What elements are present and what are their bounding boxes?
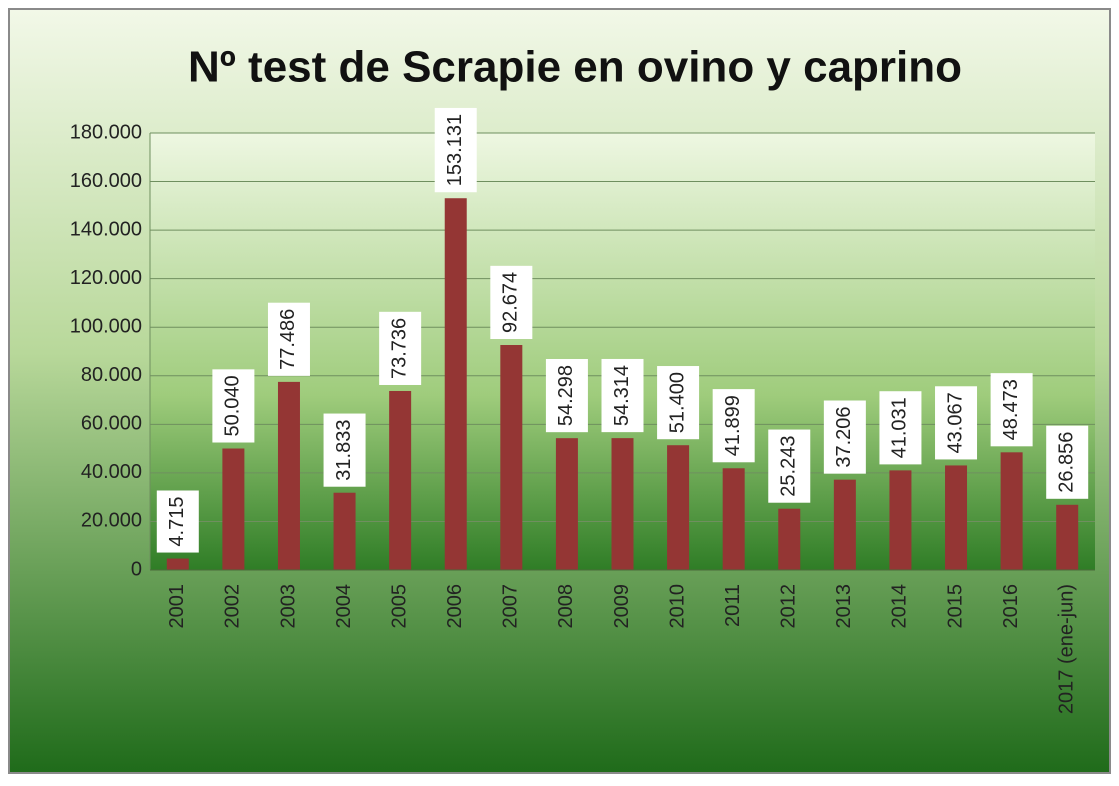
x-tick-label: 2007 xyxy=(500,584,522,629)
x-tick-label: 2015 xyxy=(944,584,966,629)
y-tick-label: 0 xyxy=(131,558,142,580)
bar xyxy=(945,465,968,570)
bar xyxy=(333,492,356,570)
x-tick-label: 2009 xyxy=(611,584,633,629)
value-label: 48.473 xyxy=(1000,379,1022,440)
chart-title: Nº test de Scrapie en ovino y caprino xyxy=(188,43,962,92)
y-tick-label: 100.000 xyxy=(70,316,142,338)
x-tick-label: 2010 xyxy=(666,584,688,629)
value-label: 31.833 xyxy=(333,420,355,481)
x-tick-label: 2008 xyxy=(555,584,577,629)
y-tick-label: 160.000 xyxy=(70,170,142,192)
x-tick-label: 2012 xyxy=(778,584,800,629)
y-tick-label: 120.000 xyxy=(70,267,142,289)
x-tick-label: 2017 (ene-jun) xyxy=(1055,584,1077,714)
y-tick-label: 140.000 xyxy=(70,218,142,240)
value-label-box xyxy=(935,386,978,460)
value-label: 77.486 xyxy=(277,309,299,370)
bar xyxy=(389,390,412,570)
y-tick-label: 20.000 xyxy=(81,510,142,532)
y-tick-label: 60.000 xyxy=(81,413,142,435)
x-tick-label: 2003 xyxy=(277,584,299,629)
value-label: 153.131 xyxy=(444,114,466,186)
value-label: 41.899 xyxy=(722,395,744,456)
value-label-box xyxy=(768,429,811,503)
value-label-box xyxy=(1046,425,1089,499)
value-label-box xyxy=(601,358,644,433)
y-tick-label: 80.000 xyxy=(81,364,142,386)
value-label-box xyxy=(156,490,199,553)
value-label: 43.067 xyxy=(944,392,966,453)
y-tick-label: 180.000 xyxy=(70,121,142,143)
value-label-box xyxy=(434,107,477,193)
bar xyxy=(166,558,189,570)
bar xyxy=(889,470,912,570)
x-tick-label: 2001 xyxy=(166,584,188,629)
bar xyxy=(555,438,578,570)
bar xyxy=(722,468,745,570)
bar xyxy=(222,448,245,570)
value-label: 51.400 xyxy=(666,372,688,433)
x-tick-label: 2005 xyxy=(388,584,410,629)
value-label-box xyxy=(323,413,366,487)
value-label-box xyxy=(212,369,255,443)
value-label-box xyxy=(823,400,866,474)
bar xyxy=(778,508,801,570)
value-label: 92.674 xyxy=(500,272,522,333)
value-label-box xyxy=(490,265,533,340)
value-label-box xyxy=(657,366,700,440)
x-tick-label: 2011 xyxy=(722,584,744,627)
x-tick-label: 2014 xyxy=(889,584,911,629)
x-tick-label: 2002 xyxy=(222,584,244,629)
value-label-box xyxy=(879,391,922,465)
bar xyxy=(500,345,523,570)
bar xyxy=(667,445,690,570)
bar xyxy=(833,479,856,570)
value-label: 50.040 xyxy=(222,375,244,436)
value-label: 4.715 xyxy=(166,496,188,546)
bar xyxy=(277,381,300,570)
bar xyxy=(444,198,467,570)
value-label: 25.243 xyxy=(778,436,800,497)
value-label-box xyxy=(990,373,1033,447)
x-tick-label: 2006 xyxy=(444,584,466,629)
bar xyxy=(611,438,634,570)
bar xyxy=(1056,504,1079,570)
y-tick-label: 40.000 xyxy=(81,461,142,483)
value-label-box xyxy=(379,311,422,385)
value-label: 54.314 xyxy=(611,365,633,426)
x-tick-label: 2013 xyxy=(833,584,855,629)
value-label: 41.031 xyxy=(889,397,911,458)
bar xyxy=(1000,452,1023,570)
x-tick-label: 2016 xyxy=(1000,584,1022,629)
value-label: 54.298 xyxy=(555,365,577,426)
value-label: 37.206 xyxy=(833,407,855,468)
value-label: 73.736 xyxy=(388,318,410,379)
value-label-box xyxy=(712,389,755,463)
value-label-box xyxy=(545,359,588,433)
value-label-box xyxy=(267,302,310,376)
x-tick-label: 2004 xyxy=(333,584,355,629)
value-label: 26.856 xyxy=(1055,432,1077,493)
